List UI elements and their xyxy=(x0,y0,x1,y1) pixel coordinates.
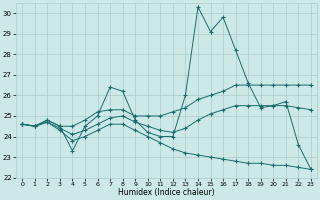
X-axis label: Humidex (Indice chaleur): Humidex (Indice chaleur) xyxy=(118,188,215,197)
